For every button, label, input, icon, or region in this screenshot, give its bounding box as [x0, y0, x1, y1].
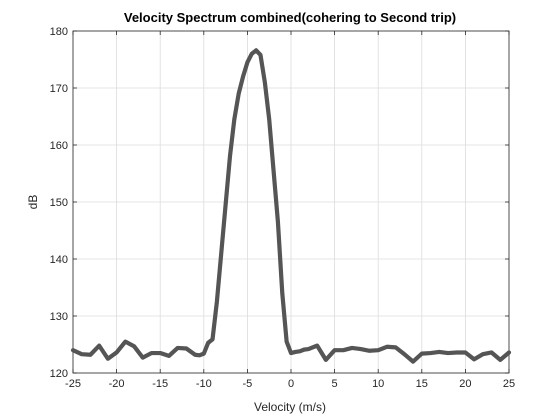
x-tick-label: -15 [152, 378, 168, 390]
x-tick-label: -25 [65, 378, 81, 390]
x-tick-label: 0 [288, 378, 294, 390]
chart-title: Velocity Spectrum combined(cohering to S… [124, 10, 456, 25]
y-tick-label: 140 [50, 254, 68, 266]
y-tick-label: 150 [50, 197, 68, 209]
x-tick-label: 25 [503, 378, 515, 390]
series-group [70, 48, 512, 364]
x-tick-label: 10 [372, 378, 384, 390]
x-tick-label: -10 [196, 378, 212, 390]
grid [72, 30, 510, 374]
x-tick-label: 15 [416, 378, 428, 390]
x-axis-label: Velocity (m/s) [254, 400, 326, 414]
y-tick-label: 180 [50, 26, 68, 38]
x-tick-label: -20 [109, 378, 125, 390]
series-line [70, 48, 512, 364]
axis-ticks: -25 -20 -15 -10 -5 0 5 10 15 20 25 120 130 140 150 160 1… [50, 26, 515, 390]
x-tick-label: 5 [332, 378, 338, 390]
x-tick-label: 20 [459, 378, 471, 390]
x-tick-label: -5 [243, 378, 253, 390]
y-tick-label: 170 [50, 83, 68, 95]
y-tick-label: 120 [50, 368, 68, 380]
y-tick-label: 160 [50, 140, 68, 152]
y-axis-label: dB [26, 195, 40, 210]
y-tick-label: 130 [50, 311, 68, 323]
